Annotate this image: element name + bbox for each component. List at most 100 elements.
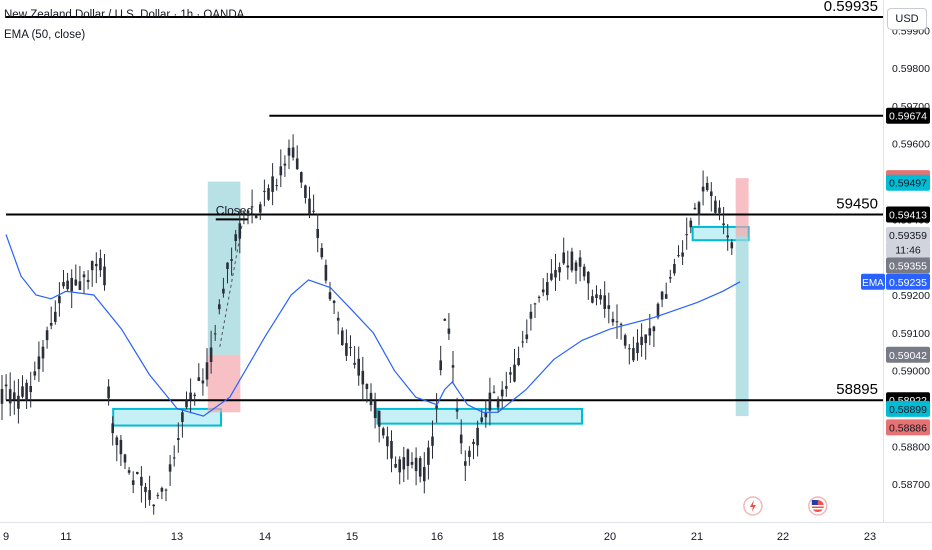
candle-60: [246, 209, 250, 225]
candle-body: [201, 380, 205, 384]
price-label-text: 0.58899: [889, 404, 927, 416]
candle-12: [49, 306, 53, 330]
candle-58: [238, 208, 242, 254]
candle-57: [234, 229, 237, 251]
indicator-legend[interactable]: EMA (50, close): [4, 29, 86, 41]
candle-body: [332, 300, 336, 304]
candle-0: [0, 375, 4, 421]
candle-55: [226, 262, 229, 284]
candle-body: [25, 382, 28, 401]
candle-body: [410, 461, 414, 465]
candle-body: [459, 434, 463, 444]
candle-body: [127, 470, 131, 473]
candle-135: [554, 253, 557, 291]
candle-39: [160, 486, 164, 500]
price-label-bg: [886, 257, 930, 274]
candle-body: [140, 476, 143, 486]
time-tick-label: 13: [171, 531, 183, 543]
candle-159: [652, 325, 656, 348]
candle-body: [537, 296, 541, 298]
candle-155: [636, 329, 639, 361]
candle-body: [361, 370, 365, 385]
candle-body: [492, 391, 496, 393]
candle-104: [427, 440, 430, 480]
candle-64: [263, 179, 266, 207]
time-tick-label: 20: [604, 531, 616, 543]
candle-body: [263, 190, 266, 192]
candle-body: [365, 384, 369, 390]
candle-177: [726, 223, 729, 251]
candle-101: [414, 447, 418, 486]
us-flag-event-icon[interactable]: [808, 496, 828, 516]
candle-body: [324, 264, 328, 281]
candle-body: [427, 447, 430, 465]
price-label-text: 0.59674: [889, 111, 927, 123]
candle-108: [443, 318, 447, 322]
event-icons-layer[interactable]: [743, 496, 828, 516]
candle-body: [353, 362, 356, 365]
candle-48: [197, 363, 201, 382]
candle-body: [574, 262, 578, 271]
candle-116: [476, 420, 479, 457]
level-label-3: 59450: [836, 195, 878, 212]
candle-body: [160, 487, 164, 492]
candle-95: [390, 430, 393, 473]
candle-body: [468, 450, 471, 457]
candle-body: [144, 486, 147, 493]
candle-body: [578, 257, 582, 267]
position-stop-area-2: [735, 178, 749, 237]
candle-94: [386, 426, 389, 460]
candle-body: [669, 277, 672, 279]
candle-115: [472, 438, 475, 460]
price-label-text: 11:46: [895, 245, 921, 257]
price-label-bg: [886, 226, 930, 243]
candle-body: [246, 210, 250, 216]
candle-body: [103, 266, 106, 286]
candle-body: [267, 188, 270, 200]
candle-body: [287, 147, 291, 156]
price-label-light: 11:46: [886, 241, 930, 258]
candle-body: [464, 461, 467, 466]
candle-69: [283, 155, 287, 177]
candle-body: [513, 364, 516, 382]
candle-16: [66, 272, 69, 293]
candle-body: [644, 334, 647, 344]
currency-button[interactable]: USD: [887, 8, 927, 30]
position-target-area-1: [207, 181, 241, 355]
candle-167: [685, 217, 688, 250]
candle-178: [730, 239, 734, 255]
candle-body: [49, 322, 53, 326]
candle-body: [398, 459, 401, 473]
candle-28: [115, 435, 119, 462]
candle-body: [701, 186, 705, 192]
demand-zone-1: [112, 407, 222, 427]
candle-body: [66, 280, 69, 290]
candle-body: [611, 318, 615, 323]
candle-body: [45, 330, 49, 341]
time-axis[interactable]: 9 11 13 14 15 16 18 20 21 22 23: [0, 522, 932, 544]
candle-54: [222, 277, 225, 298]
candle-3: [13, 380, 16, 415]
candles-layer: [0, 134, 734, 515]
flag-stripe: [811, 505, 824, 507]
ema-tag-bg: [861, 273, 885, 290]
candle-body: [250, 206, 254, 208]
candle-113: [464, 450, 467, 481]
positions-layer: Closed: [207, 178, 749, 417]
lightning-event-icon[interactable]: [743, 496, 763, 516]
position-target-area-2: [735, 236, 749, 417]
candle-37: [152, 504, 155, 515]
candle-body: [209, 347, 213, 362]
candle-body: [718, 207, 721, 213]
candle-70: [287, 139, 291, 169]
candle-body: [406, 449, 410, 467]
candle-body: [554, 269, 557, 278]
candle-body: [82, 274, 86, 278]
price-label-bg: [886, 206, 930, 223]
candle-body: [472, 441, 475, 445]
candle-87: [357, 346, 360, 386]
candle-91: [373, 392, 377, 429]
candle-97: [398, 456, 401, 485]
candle-153: [628, 344, 631, 365]
